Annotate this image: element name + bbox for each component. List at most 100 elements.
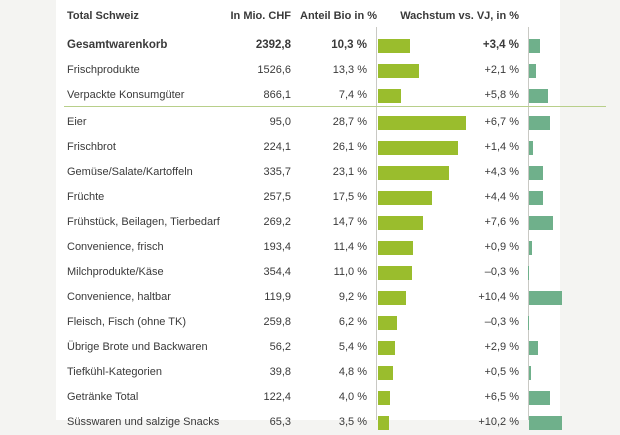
cell-chf: 259,8: [263, 316, 291, 328]
growth-bar: [527, 266, 529, 280]
cell-growth: +7,6 %: [484, 216, 519, 228]
table-panel: [56, 0, 560, 420]
cell-label: Frischbrot: [67, 141, 116, 153]
growth-bar: [529, 216, 554, 230]
growth-bar: [529, 416, 562, 430]
table-row: Früchte 257,5 17,5 % +4,4 %: [0, 185, 620, 210]
bio-share-bar: [378, 39, 410, 53]
cell-bio: 13,3 %: [332, 64, 367, 76]
cell-growth: –0,3 %: [484, 266, 519, 278]
growth-bar: [529, 89, 548, 103]
cell-growth: +10,4 %: [478, 291, 519, 303]
cell-label: Tiefkühl-Kategorien: [67, 366, 162, 378]
cell-bio: 17,5 %: [332, 191, 367, 203]
cell-chf: 335,7: [263, 166, 291, 178]
cell-bio: 4,8 %: [338, 366, 367, 378]
growth-bar: [527, 316, 529, 330]
cell-bio: 11,4 %: [333, 241, 367, 253]
cell-chf: 1526,6: [257, 64, 291, 76]
bio-share-bar: [378, 64, 419, 78]
cell-bio: 9,2 %: [338, 291, 367, 303]
bio-share-bar: [378, 216, 424, 230]
cell-bio: 23,1 %: [332, 166, 367, 178]
cell-growth: +2,9 %: [484, 341, 519, 353]
cell-growth: +5,8 %: [484, 89, 519, 101]
bio-share-bar: [378, 366, 393, 380]
cell-chf: 119,9: [264, 291, 291, 303]
cell-bio: 4,0 %: [338, 391, 367, 403]
cell-label: Früchte: [67, 191, 105, 203]
cell-label: Fleisch, Fisch (ohne TK): [67, 316, 187, 328]
table-row: Eier 95,0 28,7 % +6,7 %: [0, 110, 620, 135]
bio-share-bar: [378, 391, 391, 405]
cell-label: Frühstück, Beilagen, Tierbedarf: [67, 216, 220, 228]
cell-bio: 10,3 %: [331, 39, 367, 51]
table-row: Tiefkühl-Kategorien 39,8 4,8 % +0,5 %: [0, 360, 620, 385]
header-chf: In Mio. CHF: [230, 10, 292, 22]
growth-bar: [529, 166, 543, 180]
table-row: Gemüse/Salate/Kartoffeln 335,7 23,1 % +4,3 …: [0, 160, 620, 185]
cell-chf: 269,2: [263, 216, 291, 228]
section-divider: [64, 106, 606, 107]
bio-share-bar: [378, 89, 401, 103]
cell-growth: –0,3 %: [484, 316, 519, 328]
growth-bar: [529, 366, 531, 380]
growth-bar: [529, 191, 544, 205]
table-row: Milchprodukte/Käse 354,4 11,0 % –0,3 %: [0, 260, 620, 285]
cell-label: Getränke Total: [67, 391, 139, 403]
cell-label: Gemüse/Salate/Kartoffeln: [67, 166, 193, 178]
cell-chf: 193,4: [263, 241, 291, 253]
bio-share-bar: [378, 266, 412, 280]
growth-bar: [529, 341, 539, 355]
cell-bio: 14,7 %: [332, 216, 367, 228]
cell-label: Süsswaren und salzige Snacks: [67, 416, 220, 428]
cell-bio: 11,0 %: [333, 266, 367, 278]
cell-label: Übrige Brote und Backwaren: [67, 341, 208, 353]
table-row: Gesamtwarenkorb 2392,8 10,3 % +3,4 %: [0, 33, 620, 58]
cell-label: Frischprodukte: [67, 64, 140, 76]
cell-chf: 95,0: [269, 116, 291, 128]
table-row: Frühstück, Beilagen, Tierbedarf 269,2 14,7…: [0, 210, 620, 235]
cell-growth: +1,4 %: [484, 141, 519, 153]
growth-axis-line: [528, 27, 529, 420]
bio-share-bar: [378, 291, 407, 305]
cell-bio: 5,4 %: [338, 341, 367, 353]
bio-share-bar: [378, 116, 467, 130]
cell-growth: +10,2 %: [478, 416, 519, 428]
growth-bar: [529, 39, 540, 53]
cell-chf: 257,5: [263, 191, 291, 203]
cell-chf: 354,4: [263, 266, 291, 278]
bio-share-bar: [378, 316, 398, 330]
growth-bar: [529, 391, 550, 405]
cell-bio: 6,2 %: [338, 316, 367, 328]
header-bio: Anteil Bio in %: [300, 10, 377, 22]
table-row: Convenience, haltbar 119,9 9,2 % +10,4 %: [0, 285, 620, 310]
bio-share-bar: [378, 141, 459, 155]
cell-growth: +6,5 %: [484, 391, 519, 403]
cell-label: Convenience, frisch: [67, 241, 164, 253]
cell-label: Verpackte Konsumgüter: [67, 89, 185, 101]
cell-label: Convenience, haltbar: [67, 291, 171, 303]
cell-chf: 2392,8: [255, 39, 291, 51]
cell-bio: 28,7 %: [332, 116, 367, 128]
cell-growth: +2,1 %: [484, 64, 519, 76]
table-row: Convenience, frisch 193,4 11,4 % +0,9 %: [0, 235, 620, 260]
cell-label: Eier: [67, 116, 87, 128]
cell-growth: +4,4 %: [484, 191, 519, 203]
cell-label: Milchprodukte/Käse: [67, 266, 164, 278]
cell-label: Gesamtwarenkorb: [67, 39, 168, 51]
cell-chf: 39,8: [269, 366, 291, 378]
table-row: Übrige Brote und Backwaren 56,2 5,4 % +2,9 …: [0, 335, 620, 360]
header-region: Total Schweiz: [67, 10, 139, 22]
bio-share-bar: [378, 341, 395, 355]
cell-growth: +0,9 %: [484, 241, 519, 253]
cell-chf: 56,2: [269, 341, 291, 353]
cell-bio: 7,4 %: [338, 89, 367, 101]
cell-growth: +0,5 %: [484, 366, 519, 378]
bio-share-bar: [378, 191, 432, 205]
bio-share-bar: [378, 166, 449, 180]
growth-bar: [529, 241, 532, 255]
table-row: Frischbrot 224,1 26,1 % +1,4 %: [0, 135, 620, 160]
bio-axis-line: [376, 27, 377, 420]
